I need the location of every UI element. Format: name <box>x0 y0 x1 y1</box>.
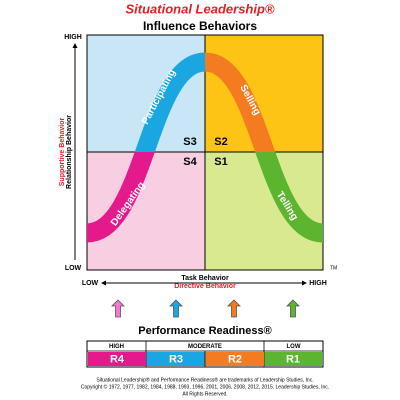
style-label: S4 <box>183 156 197 168</box>
readiness-arrow <box>111 299 125 318</box>
footer-line: Copyright © 1972, 1977, 1982, 1984, 1988… <box>81 383 329 390</box>
y-axis-label-red: Supportive Behavior <box>59 118 66 187</box>
table-header: LOW <box>287 344 301 350</box>
y-axis-low: LOW <box>65 265 82 272</box>
x-axis-label: Task Behavior <box>181 275 229 282</box>
trademark: TM <box>330 265 337 271</box>
table-header: HIGH <box>109 344 124 350</box>
readiness-cell <box>88 352 146 366</box>
readiness-level: R2 <box>228 353 242 365</box>
readiness-cell <box>146 352 205 366</box>
readiness-title: Performance Readiness® <box>138 325 271 337</box>
readiness-level: R1 <box>286 353 300 365</box>
x-axis-label-red: Directive Behavior <box>174 283 236 290</box>
readiness-arrow <box>227 299 241 318</box>
x-axis-high: HIGH <box>309 280 327 287</box>
style-label: S3 <box>183 136 196 148</box>
style-label: S2 <box>214 136 227 148</box>
curve <box>87 52 323 243</box>
footer-line: Situational Leadership® and Performance … <box>96 376 313 383</box>
style-label: S1 <box>214 156 227 168</box>
subtitle: Influence Behaviors <box>143 19 257 33</box>
readiness-level: R4 <box>110 353 125 365</box>
y-axis-label: Relationship Behavior <box>66 115 73 189</box>
readiness-arrow <box>169 299 183 318</box>
y-axis-high: HIGH <box>64 34 82 41</box>
readiness-level: R3 <box>169 353 183 365</box>
readiness-cell <box>205 352 264 366</box>
footer-line: All Rights Reserved. <box>182 391 227 397</box>
readiness-cell <box>264 352 322 366</box>
title: Situational Leadership® <box>126 1 275 16</box>
readiness-arrow <box>286 299 300 318</box>
x-axis-low: LOW <box>82 280 99 287</box>
table-header: MODERATE <box>188 344 222 350</box>
